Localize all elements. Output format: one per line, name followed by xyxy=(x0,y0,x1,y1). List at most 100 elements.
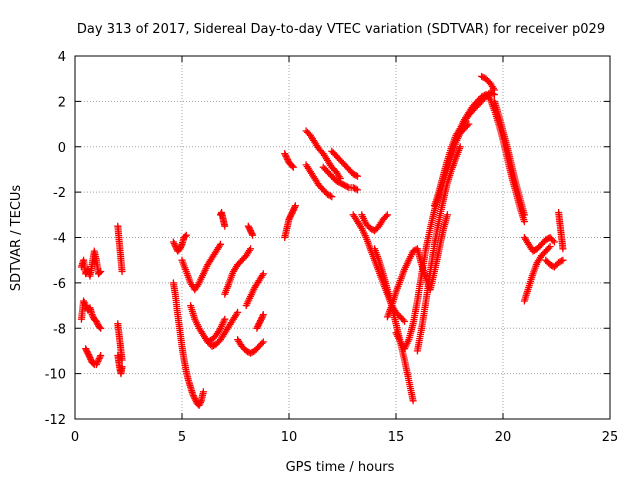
data-point xyxy=(289,206,297,214)
series-track-28 xyxy=(392,120,473,353)
series-track-32 xyxy=(478,72,498,94)
data-point xyxy=(197,398,204,406)
data-point xyxy=(352,172,360,179)
data-point xyxy=(82,345,90,353)
data-point xyxy=(546,243,554,251)
series-track-12 xyxy=(217,209,229,230)
data-point xyxy=(97,268,105,275)
series-track-37 xyxy=(555,209,567,253)
data-point xyxy=(256,318,264,326)
y-tick-label: 4 xyxy=(58,50,66,65)
data-point xyxy=(490,86,498,94)
x-tick-label: 0 xyxy=(71,430,79,445)
y-tick-label: -2 xyxy=(53,186,66,201)
y-tick-label: -10 xyxy=(45,368,66,383)
data-point xyxy=(409,397,417,405)
series-track-34 xyxy=(520,234,558,255)
data-point xyxy=(286,212,294,220)
data-point xyxy=(291,202,299,210)
y-tick-label: -6 xyxy=(53,277,66,292)
data-point xyxy=(189,392,197,400)
data-point xyxy=(401,317,409,325)
data-point xyxy=(559,245,567,253)
data-point xyxy=(249,231,257,239)
series-track-33 xyxy=(490,97,528,219)
data-point xyxy=(354,172,361,180)
x-axis-label: GPS time / hours xyxy=(286,460,395,475)
series-track-29 xyxy=(413,143,464,355)
series-track-23 xyxy=(328,147,361,180)
data-point xyxy=(259,311,267,319)
x-tick-label: 10 xyxy=(281,430,298,445)
series-track-6 xyxy=(114,352,126,378)
data-point xyxy=(288,162,296,170)
data-point xyxy=(520,218,528,226)
data-point xyxy=(443,211,451,219)
data-point xyxy=(118,268,126,275)
data-point xyxy=(254,321,262,329)
data-point xyxy=(82,302,90,310)
data-point xyxy=(81,300,89,308)
data-point xyxy=(259,338,267,346)
series-track-14 xyxy=(234,336,267,357)
data-point xyxy=(288,209,296,217)
data-point xyxy=(170,240,178,248)
data-point xyxy=(96,323,104,331)
y-tick-label: 0 xyxy=(58,141,66,156)
data-point xyxy=(177,242,185,250)
data-point xyxy=(92,361,100,369)
data-point xyxy=(258,314,266,322)
data-point xyxy=(87,355,95,363)
series-track-9 xyxy=(178,240,224,294)
data-point xyxy=(287,211,295,219)
data-point xyxy=(291,203,299,211)
data-point xyxy=(354,186,361,194)
data-point xyxy=(85,351,93,359)
x-tick-label: 5 xyxy=(178,430,186,445)
data-point xyxy=(255,320,263,328)
data-point xyxy=(199,388,207,396)
data-point xyxy=(94,358,102,365)
data-point xyxy=(286,214,294,222)
data-point xyxy=(92,317,100,325)
series-track-13 xyxy=(221,245,254,298)
data-point xyxy=(80,297,88,305)
data-point xyxy=(195,401,203,409)
y-tick-label: -8 xyxy=(53,322,66,337)
data-point xyxy=(520,211,528,219)
data-point xyxy=(258,339,266,347)
data-point xyxy=(221,222,229,230)
series-track-31 xyxy=(456,91,528,226)
data-point xyxy=(282,153,290,161)
series-track-15 xyxy=(242,270,267,310)
data-point xyxy=(257,315,265,323)
data-point xyxy=(247,245,254,253)
series-track-1 xyxy=(77,247,105,280)
data-point xyxy=(254,323,262,331)
data-point xyxy=(382,212,390,220)
data-point xyxy=(247,227,254,235)
data-point xyxy=(281,151,289,159)
series-track-22 xyxy=(319,163,361,194)
data-point xyxy=(352,185,360,193)
data-point xyxy=(189,390,197,398)
series-track-3 xyxy=(82,345,105,369)
data-point xyxy=(217,240,224,248)
data-point xyxy=(244,222,252,230)
data-point xyxy=(196,400,204,408)
data-point xyxy=(456,143,464,151)
data-point xyxy=(259,312,267,320)
data-point xyxy=(326,192,334,200)
data-point xyxy=(549,237,557,244)
data-point xyxy=(191,395,199,403)
data-point xyxy=(257,317,264,325)
data-point xyxy=(96,269,104,277)
data-point xyxy=(289,208,297,216)
y-tick-label: -4 xyxy=(53,232,66,247)
series-track-4 xyxy=(114,222,126,275)
data-point xyxy=(171,241,179,249)
data-point xyxy=(248,230,256,238)
ticks-layer: 0 5 10 15 20 25 -12 -10 -8 -6 -4 -2 0 2 4 xyxy=(45,50,619,445)
data-point xyxy=(84,349,92,357)
